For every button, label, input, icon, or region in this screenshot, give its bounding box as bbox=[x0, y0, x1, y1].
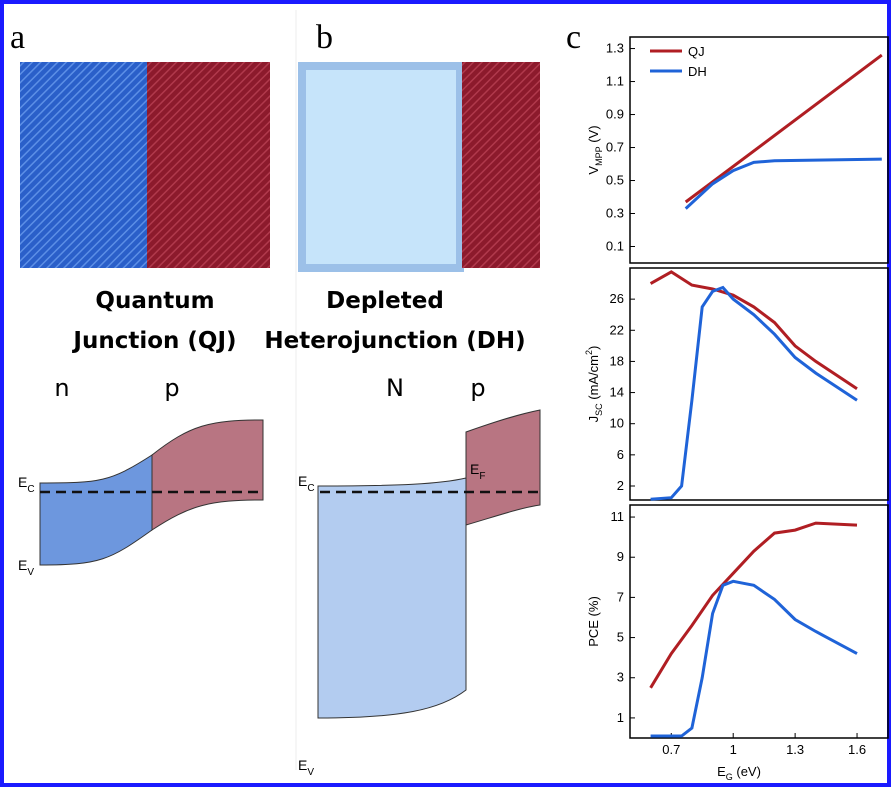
series-line bbox=[684, 53, 883, 204]
y-tick-label: 0.9 bbox=[606, 107, 624, 122]
label-part: J bbox=[586, 416, 601, 423]
band-label: EV bbox=[18, 557, 34, 578]
x-tick-label: 0.7 bbox=[662, 742, 680, 757]
series-line bbox=[649, 270, 858, 390]
band-label-sub: V bbox=[27, 567, 34, 578]
band-p bbox=[151, 419, 264, 531]
y-tick-label: 6 bbox=[617, 447, 624, 462]
n-block bbox=[20, 62, 148, 268]
x-axis-label: EG (eV) bbox=[717, 764, 761, 782]
diagram-title: Junction (QJ) bbox=[71, 328, 236, 354]
label-part: (eV) bbox=[733, 764, 761, 779]
y-tick-label: 1 bbox=[617, 710, 624, 725]
y-tick-label: 11 bbox=[611, 509, 625, 524]
region-label: p bbox=[470, 374, 485, 402]
panel-label: c bbox=[566, 19, 581, 56]
panel-label: b bbox=[316, 19, 333, 56]
label-part: G bbox=[726, 772, 733, 782]
y-tick-label: 0.5 bbox=[606, 173, 624, 188]
y-axis-label: VMPP (V) bbox=[586, 125, 604, 174]
band-label: EC bbox=[18, 474, 35, 495]
y-tick-label: 22 bbox=[610, 322, 624, 337]
label-part: V bbox=[586, 166, 601, 175]
y-tick-label: 3 bbox=[617, 670, 624, 685]
y-tick-label: 5 bbox=[617, 630, 624, 645]
y-tick-label: 2 bbox=[617, 478, 624, 493]
plot-frame bbox=[629, 36, 889, 264]
label-part: 2 bbox=[584, 350, 594, 355]
diagram-title: Depleted bbox=[326, 288, 444, 314]
y-tick-label: 1.3 bbox=[606, 41, 624, 56]
band-n bbox=[317, 477, 467, 719]
band-label: EC bbox=[298, 473, 315, 494]
y-tick-label: 9 bbox=[617, 549, 624, 564]
region-label: p bbox=[164, 374, 179, 402]
p-block bbox=[462, 62, 540, 268]
band-label-main: E bbox=[18, 474, 27, 490]
band-label-sub: C bbox=[307, 483, 314, 494]
band-label-main: E bbox=[298, 473, 307, 489]
p-block bbox=[147, 62, 270, 268]
y-tick-label: 7 bbox=[617, 589, 624, 604]
band-label-main: E bbox=[298, 757, 307, 773]
series-line bbox=[650, 579, 858, 738]
band-label-main: E bbox=[18, 557, 27, 573]
y-tick-label: 0.3 bbox=[606, 206, 624, 221]
y-tick-label: 0.7 bbox=[606, 140, 624, 155]
label-part: (V) bbox=[586, 125, 601, 146]
diagram-title: Heterojunction (DH) bbox=[264, 328, 525, 354]
legend-label: DH bbox=[688, 64, 707, 79]
label-part: ) bbox=[586, 346, 601, 350]
label-part: MPP bbox=[594, 146, 604, 166]
band-label-sub: F bbox=[479, 471, 485, 482]
y-tick-label: 14 bbox=[610, 385, 624, 400]
label-part: (mA/cm bbox=[586, 355, 601, 403]
band-p bbox=[465, 409, 541, 526]
label-part: PCE (%) bbox=[586, 596, 601, 647]
diagram-title: Quantum bbox=[95, 288, 214, 314]
label-part: E bbox=[717, 764, 726, 779]
plot-frame bbox=[629, 504, 889, 739]
region-label: n bbox=[54, 374, 69, 402]
panel-label: a bbox=[10, 19, 25, 56]
y-tick-label: 10 bbox=[610, 416, 624, 431]
x-tick-label: 1.6 bbox=[848, 742, 866, 757]
y-axis-label: JSC (mA/cm2) bbox=[584, 346, 604, 423]
y-tick-label: 1.1 bbox=[606, 74, 624, 89]
plot-frame bbox=[629, 267, 889, 501]
y-tick-label: 18 bbox=[610, 353, 624, 368]
band-label-main: E bbox=[470, 461, 479, 477]
y-axis-label: PCE (%) bbox=[586, 596, 601, 647]
series-line bbox=[649, 521, 858, 689]
label-part: SC bbox=[594, 403, 604, 416]
band-label: EV bbox=[298, 757, 314, 778]
region-label: N bbox=[386, 374, 404, 402]
series-line bbox=[684, 157, 882, 210]
y-tick-label: 0.1 bbox=[606, 239, 624, 254]
legend-label: QJ bbox=[688, 44, 705, 59]
y-tick-label: 26 bbox=[610, 291, 624, 306]
x-tick-label: 1.3 bbox=[786, 742, 804, 757]
series-line bbox=[650, 285, 858, 501]
band-label: EF bbox=[470, 461, 485, 482]
n-block bbox=[306, 70, 456, 264]
band-label-sub: C bbox=[27, 484, 34, 495]
band-label-sub: V bbox=[307, 767, 314, 778]
x-tick-label: 1 bbox=[730, 742, 737, 757]
